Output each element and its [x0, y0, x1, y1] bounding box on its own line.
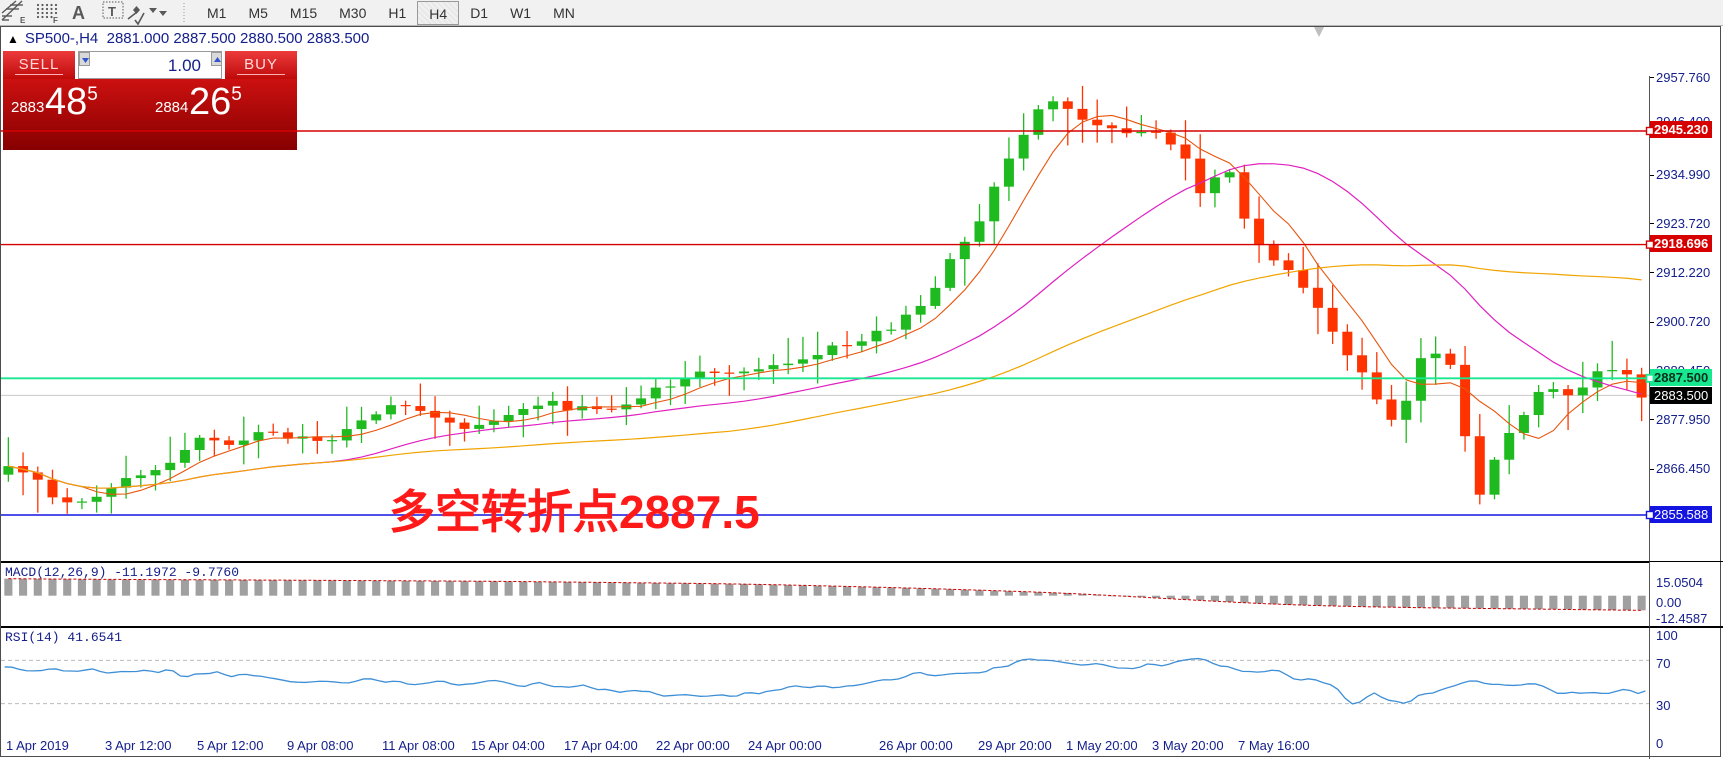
svg-text:F: F: [53, 16, 58, 25]
svg-text:多空转折点2887.5: 多空转折点2887.5: [389, 486, 760, 538]
svg-text:T: T: [108, 4, 116, 19]
svg-text:E: E: [20, 16, 26, 25]
svg-text:A: A: [72, 3, 85, 23]
